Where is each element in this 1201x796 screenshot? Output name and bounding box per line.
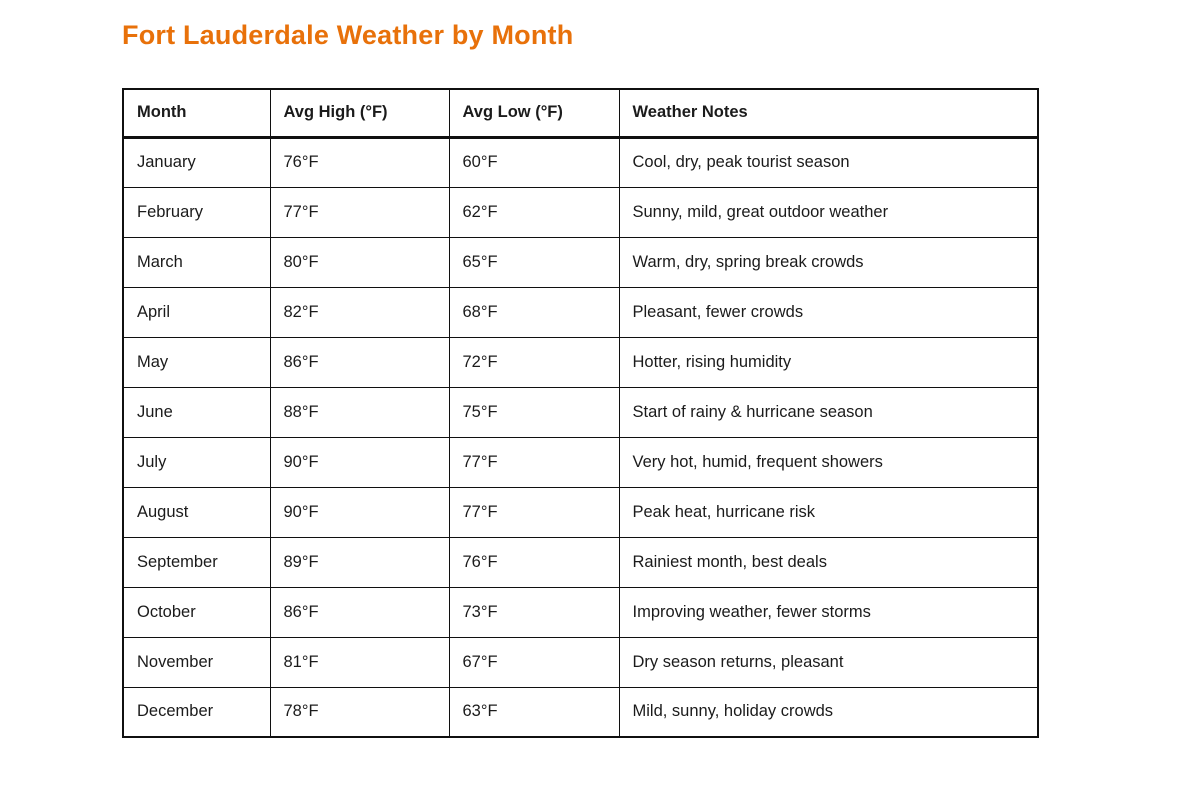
table-row: December 78°F 63°F Mild, sunny, holiday … bbox=[122, 686, 1039, 738]
avg-high-cell: 81°F bbox=[269, 636, 450, 688]
table-row: June 88°F 75°F Start of rainy & hurrican… bbox=[122, 386, 1039, 438]
month-cell: July bbox=[122, 436, 271, 488]
avg-high-cell: 80°F bbox=[269, 236, 450, 288]
weather-notes-cell: Start of rainy & hurricane season bbox=[618, 386, 1039, 438]
avg-high-cell: 82°F bbox=[269, 286, 450, 338]
weather-notes-cell: Sunny, mild, great outdoor weather bbox=[618, 186, 1039, 238]
table-row: August 90°F 77°F Peak heat, hurricane ri… bbox=[122, 486, 1039, 538]
avg-low-cell: 67°F bbox=[448, 636, 620, 688]
avg-low-cell: 72°F bbox=[448, 336, 620, 388]
table-row: April 82°F 68°F Pleasant, fewer crowds bbox=[122, 286, 1039, 338]
column-header-avg-low: Avg Low (°F) bbox=[448, 88, 620, 139]
month-cell: February bbox=[122, 186, 271, 238]
avg-low-cell: 77°F bbox=[448, 436, 620, 488]
table-row: May 86°F 72°F Hotter, rising humidity bbox=[122, 336, 1039, 388]
column-header-month: Month bbox=[122, 88, 271, 139]
table-row: February 77°F 62°F Sunny, mild, great ou… bbox=[122, 186, 1039, 238]
avg-high-cell: 78°F bbox=[269, 686, 450, 738]
avg-low-cell: 60°F bbox=[448, 136, 620, 188]
table-row: October 86°F 73°F Improving weather, few… bbox=[122, 586, 1039, 638]
weather-notes-cell: Improving weather, fewer storms bbox=[618, 586, 1039, 638]
weather-notes-cell: Mild, sunny, holiday crowds bbox=[618, 686, 1039, 738]
weather-notes-cell: Dry season returns, pleasant bbox=[618, 636, 1039, 688]
table-header: Month Avg High (°F) Avg Low (°F) Weather… bbox=[122, 88, 1039, 139]
header-row: Month Avg High (°F) Avg Low (°F) Weather… bbox=[122, 88, 1039, 139]
avg-high-cell: 86°F bbox=[269, 586, 450, 638]
month-cell: December bbox=[122, 686, 271, 738]
month-cell: June bbox=[122, 386, 271, 438]
avg-high-cell: 89°F bbox=[269, 536, 450, 588]
avg-high-cell: 77°F bbox=[269, 186, 450, 238]
month-cell: August bbox=[122, 486, 271, 538]
avg-low-cell: 73°F bbox=[448, 586, 620, 638]
avg-high-cell: 76°F bbox=[269, 136, 450, 188]
avg-high-cell: 90°F bbox=[269, 436, 450, 488]
avg-high-cell: 86°F bbox=[269, 336, 450, 388]
table-row: September 89°F 76°F Rainiest month, best… bbox=[122, 536, 1039, 588]
weather-notes-cell: Rainiest month, best deals bbox=[618, 536, 1039, 588]
month-cell: January bbox=[122, 136, 271, 188]
month-cell: September bbox=[122, 536, 271, 588]
weather-notes-cell: Pleasant, fewer crowds bbox=[618, 286, 1039, 338]
column-header-avg-high: Avg High (°F) bbox=[269, 88, 450, 139]
month-cell: November bbox=[122, 636, 271, 688]
table-body: January 76°F 60°F Cool, dry, peak touris… bbox=[122, 136, 1039, 738]
weather-notes-cell: Warm, dry, spring break crowds bbox=[618, 236, 1039, 288]
avg-low-cell: 63°F bbox=[448, 686, 620, 738]
avg-low-cell: 75°F bbox=[448, 386, 620, 438]
weather-notes-cell: Very hot, humid, frequent showers bbox=[618, 436, 1039, 488]
avg-low-cell: 68°F bbox=[448, 286, 620, 338]
weather-notes-cell: Peak heat, hurricane risk bbox=[618, 486, 1039, 538]
avg-high-cell: 90°F bbox=[269, 486, 450, 538]
month-cell: April bbox=[122, 286, 271, 338]
column-header-weather-notes: Weather Notes bbox=[618, 88, 1039, 139]
month-cell: October bbox=[122, 586, 271, 638]
avg-high-cell: 88°F bbox=[269, 386, 450, 438]
avg-low-cell: 77°F bbox=[448, 486, 620, 538]
weather-notes-cell: Cool, dry, peak tourist season bbox=[618, 136, 1039, 188]
weather-notes-cell: Hotter, rising humidity bbox=[618, 336, 1039, 388]
table-row: July 90°F 77°F Very hot, humid, frequent… bbox=[122, 436, 1039, 488]
avg-low-cell: 62°F bbox=[448, 186, 620, 238]
page-title: Fort Lauderdale Weather by Month bbox=[122, 20, 574, 50]
avg-low-cell: 76°F bbox=[448, 536, 620, 588]
table-row: November 81°F 67°F Dry season returns, p… bbox=[122, 636, 1039, 688]
table-row: March 80°F 65°F Warm, dry, spring break … bbox=[122, 236, 1039, 288]
month-cell: March bbox=[122, 236, 271, 288]
weather-by-month-table: Month Avg High (°F) Avg Low (°F) Weather… bbox=[122, 88, 1039, 738]
table-row: January 76°F 60°F Cool, dry, peak touris… bbox=[122, 136, 1039, 188]
avg-low-cell: 65°F bbox=[448, 236, 620, 288]
month-cell: May bbox=[122, 336, 271, 388]
